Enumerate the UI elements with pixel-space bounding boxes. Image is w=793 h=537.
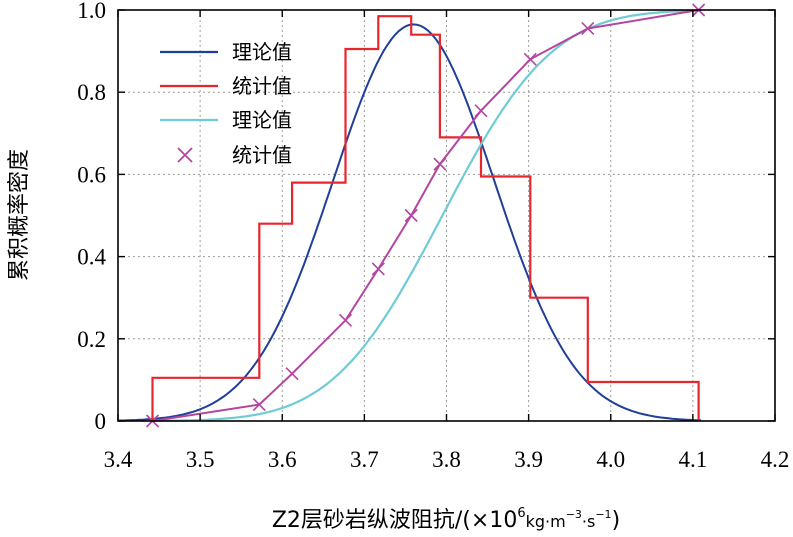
series-0 <box>118 23 702 422</box>
x-axis-label-close: ) <box>612 508 621 533</box>
x-tick-label: 3.9 <box>514 447 543 472</box>
x-tick-label: 4.0 <box>596 447 625 472</box>
series-3 <box>145 3 706 428</box>
series-2 <box>152 9 702 422</box>
x-axis-label-unit-tail: ·s <box>582 512 595 531</box>
cdf-point-marker <box>252 397 266 412</box>
y-tick-label: 0.4 <box>77 245 106 270</box>
statistical-cdf-line <box>152 9 699 422</box>
y-tick-label: 0.8 <box>77 80 106 105</box>
axis-ticks: 3.4 3.5 3.6 3.7 3.8 3.9 4.0 4.1 4.2 0 0.2 0.4 0.6 0.8… <box>77 0 789 472</box>
legend-label: 统计值 <box>232 74 292 98</box>
y-tick-label: 0.2 <box>77 327 106 352</box>
series-1 <box>151 15 700 421</box>
x-tick-label: 4.2 <box>761 447 790 472</box>
x-tick-label: 3.7 <box>350 447 379 472</box>
y-axis-label: 累积概率密度 <box>7 149 32 281</box>
x-axis-label: Z2层砂岩纵波阻抗/(×106kg·m−3·s−1) <box>272 506 620 533</box>
cdf-point-marker <box>523 52 537 66</box>
y-tick-label: 0.6 <box>77 162 106 187</box>
theoretical-pdf-line <box>118 23 702 422</box>
x-axis-label-exponent: 6 <box>517 506 525 521</box>
cdf-point-marker <box>371 262 385 276</box>
x-axis-label-main: Z2层砂岩纵波阻抗/(×10 <box>272 508 518 533</box>
x-tick-label: 3.6 <box>268 447 297 472</box>
legend-marker-cross <box>177 147 193 163</box>
theoretical-cdf-line <box>152 9 702 422</box>
x-tick-label: 3.8 <box>432 447 461 472</box>
y-tick-label: 0 <box>95 409 107 434</box>
grid <box>118 10 775 421</box>
cdf-point-marker <box>338 313 353 327</box>
statistical-histogram-step <box>151 15 700 421</box>
legend-label: 理论值 <box>232 108 292 132</box>
cdf-point-marker <box>433 157 447 171</box>
x-tick-label: 4.1 <box>679 447 708 472</box>
x-tick-label: 3.5 <box>186 447 215 472</box>
cdf-point-marker <box>285 367 299 381</box>
cdf-point-marker <box>474 104 488 118</box>
legend-label: 理论值 <box>232 40 292 64</box>
x-axis-label-unit-tail-exponent: −1 <box>595 508 611 521</box>
y-tick-label: 1.0 <box>77 0 106 23</box>
series-layer <box>118 3 706 428</box>
legend-label: 统计值 <box>232 143 292 167</box>
x-axis-label-unit: kg·m <box>526 512 566 531</box>
x-axis-label-unit-exponent: −3 <box>566 508 582 521</box>
cdf-point-marker <box>404 208 418 223</box>
cdf-point-marker <box>581 21 595 36</box>
x-tick-label: 3.4 <box>104 447 133 472</box>
